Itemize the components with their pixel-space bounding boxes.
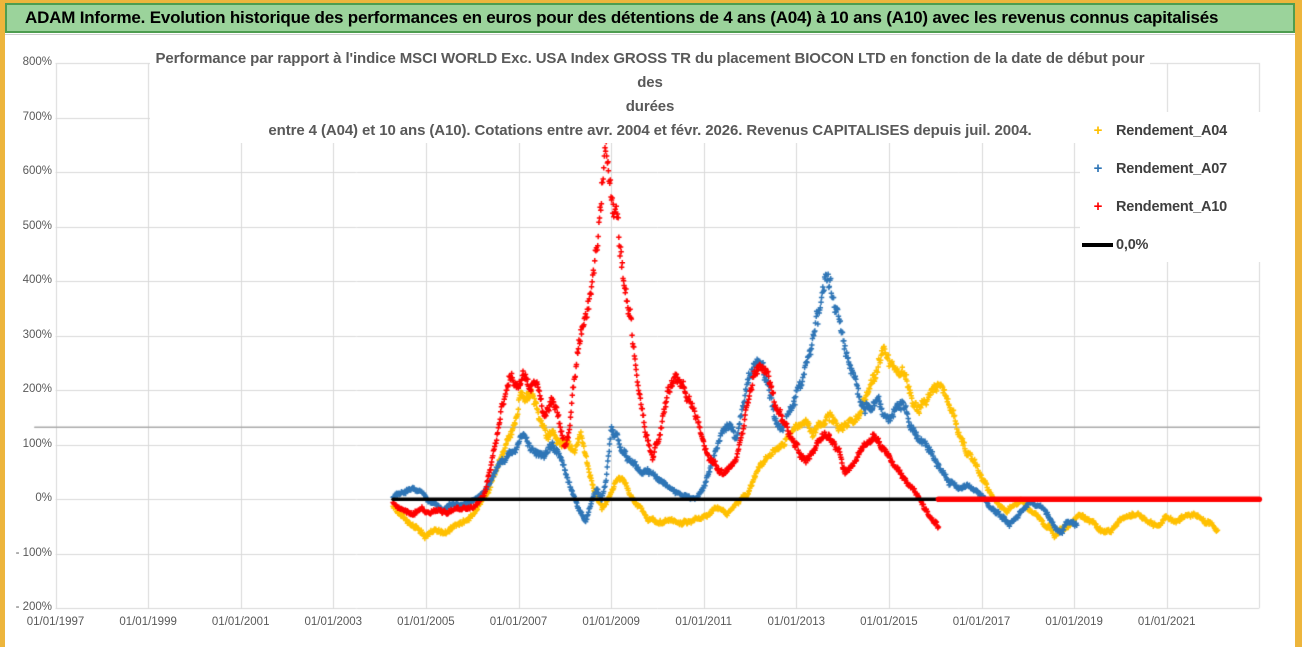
y-axis-label: 600% — [22, 165, 52, 178]
x-axis-label: 01/01/2019 — [1045, 616, 1103, 628]
x-axis-label: 01/01/2001 — [211, 616, 270, 628]
x-axis-label: 01/01/2005 — [397, 616, 455, 628]
header-divider — [5, 34, 1295, 35]
x-axis-label: 01/01/2021 — [1137, 616, 1196, 628]
page-frame-top — [0, 0, 1302, 3]
header-bar: ADAM Informe. Evolution historique des p… — [5, 3, 1295, 33]
plus-marker-icon: + — [1093, 160, 1103, 177]
legend-label: Rendement_A10 — [1116, 199, 1228, 215]
y-axis-label: 300% — [22, 328, 52, 341]
x-axis-label: 01/01/1997 — [26, 616, 85, 628]
x-axis-label: 01/01/2007 — [489, 616, 548, 628]
x-axis-label: 01/01/2013 — [767, 616, 826, 628]
x-axis-label: 01/01/2015 — [860, 616, 918, 628]
legend-item-rendement-a07: + Rendement_A07 — [1080, 158, 1260, 180]
y-axis-label: 200% — [22, 383, 52, 396]
legend-item-zero-line: 0,0% — [1080, 234, 1260, 256]
y-axis-label: 800% — [22, 56, 52, 69]
y-axis-label: 0% — [35, 492, 52, 505]
y-axis-label: 500% — [22, 219, 52, 232]
chart-title: Performance par rapport à l'indice MSCI … — [150, 47, 1150, 143]
y-axis-label: 100% — [22, 437, 52, 450]
x-axis-label: 01/01/2009 — [582, 616, 640, 628]
legend-label: Rendement_A04 — [1116, 123, 1228, 139]
x-axis-label: 01/01/2017 — [952, 616, 1011, 628]
legend-item-rendement-a10: + Rendement_A10 — [1080, 196, 1260, 218]
x-axis-label: 01/01/2003 — [304, 616, 363, 628]
y-axis-label: - 200% — [15, 601, 52, 614]
legend-label: 0,0% — [1116, 237, 1149, 253]
plus-marker-icon: + — [1093, 198, 1103, 215]
y-axis-label: 400% — [22, 274, 52, 287]
legend-label: Rendement_A07 — [1116, 161, 1228, 177]
chart-title-line2: durées — [625, 98, 675, 115]
x-axis-label: 01/01/2011 — [675, 616, 733, 628]
page-frame-right — [1295, 0, 1302, 647]
plus-marker-icon: + — [1093, 122, 1103, 139]
y-axis-label: 700% — [22, 110, 52, 123]
chart-title-line1: Performance par rapport à l'indice MSCI … — [155, 50, 1145, 91]
page-title: ADAM Informe. Evolution historique des p… — [25, 8, 1219, 27]
x-axis-label: 01/01/1999 — [119, 616, 177, 628]
page-frame-left — [0, 0, 5, 647]
legend-item-rendement-a04: + Rendement_A04 — [1080, 120, 1260, 142]
chart-legend: + Rendement_A04 + Rendement_A07 + Rendem… — [1080, 112, 1260, 262]
black-line-icon — [1082, 243, 1113, 247]
chart-title-line3: entre 4 (A04) et 10 ans (A10). Cotations… — [268, 122, 1032, 139]
y-axis-label: - 100% — [15, 546, 52, 559]
